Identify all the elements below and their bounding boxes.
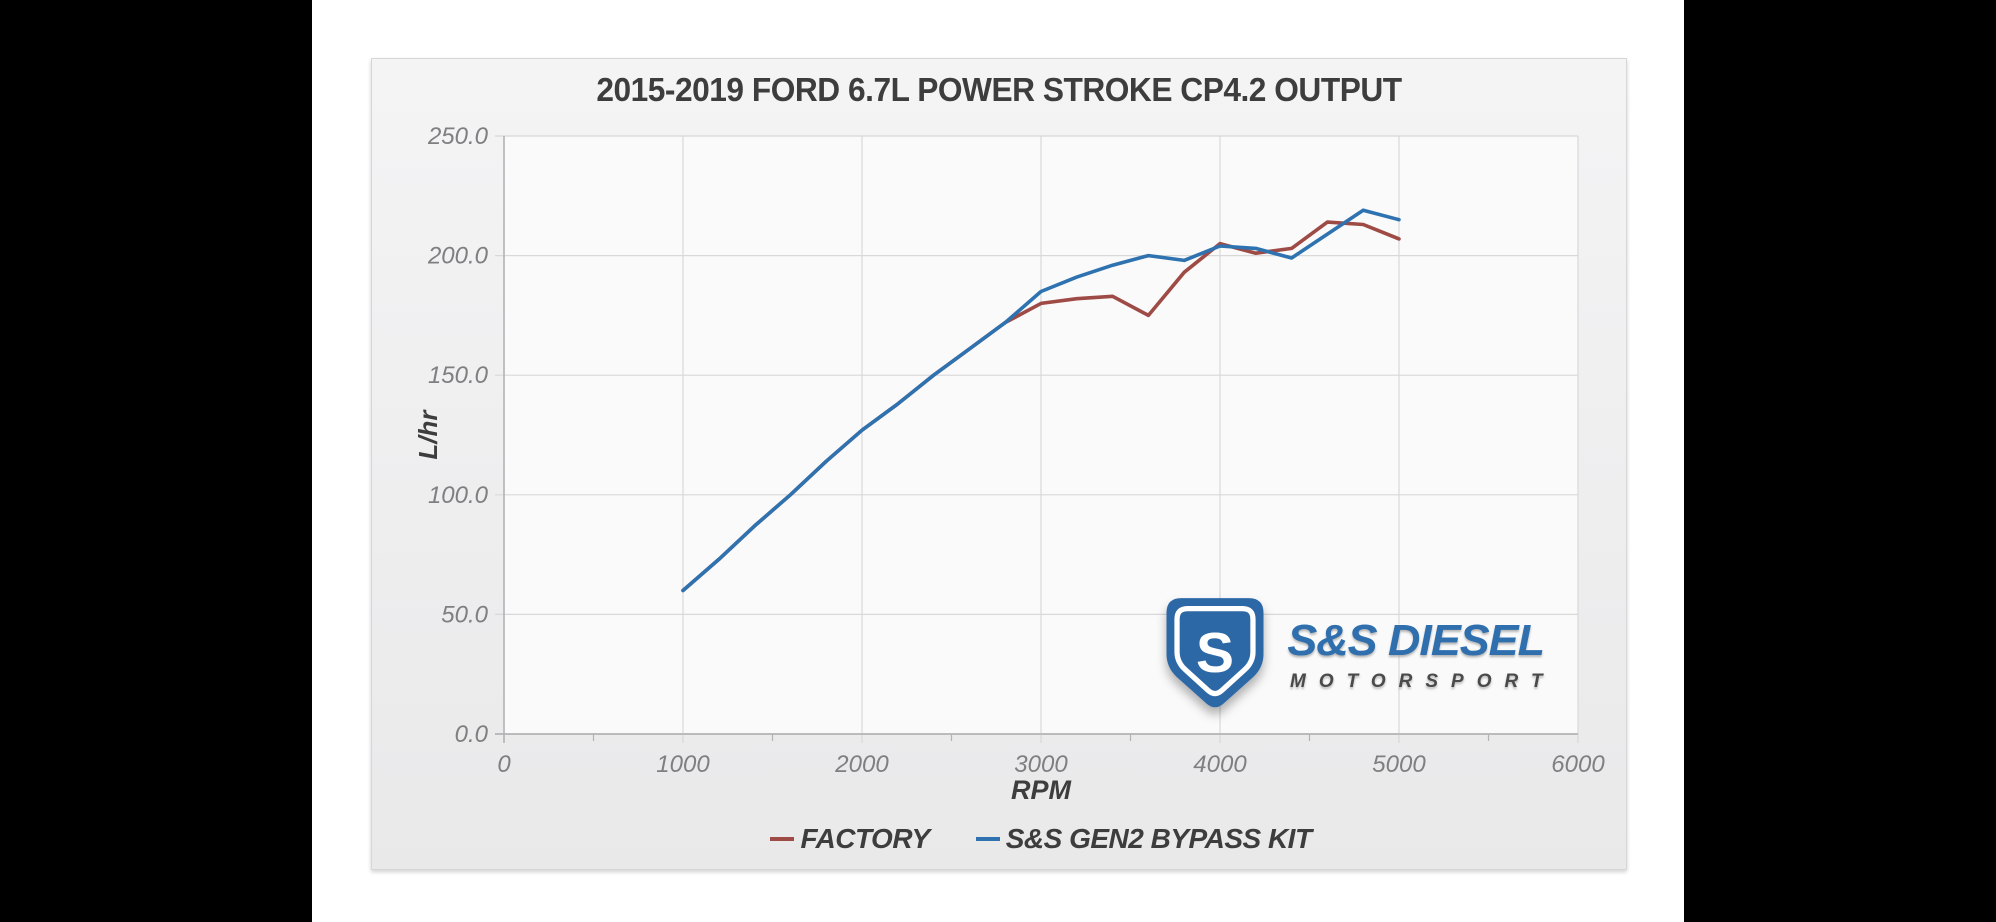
- x-tick-label: 6000: [1551, 751, 1605, 778]
- gen2-line-swatch: [975, 837, 1000, 841]
- y-tick-label: 50.0: [441, 601, 488, 628]
- logo-text: S&S DIESEL MOTORSPORT: [1287, 615, 1556, 693]
- gen2-bypass-line: [681, 208, 1401, 593]
- x-tick-label: 1000: [656, 751, 710, 778]
- legend-item-gen2: S&S GEN2 BYPASS KIT: [975, 823, 1312, 855]
- shield-icon: S: [1166, 598, 1264, 708]
- y-tick-label: 0.0: [455, 721, 489, 748]
- y-tick-label: 250.0: [427, 123, 489, 150]
- x-tick-label: 2000: [834, 751, 889, 778]
- x-axis-title: RPM: [1011, 775, 1071, 805]
- shield-monogram-letter: S: [1196, 621, 1234, 685]
- page-canvas: 2015-2019 FORD 6.7L POWER STROKE CP4.2 O…: [312, 0, 1684, 922]
- y-axis-title: L/hr: [412, 410, 443, 460]
- legend-label-gen2: S&S GEN2 BYPASS KIT: [1005, 823, 1312, 854]
- x-tick-label: 4000: [1193, 751, 1247, 778]
- chart-legend: FACTORY S&S GEN2 BYPASS KIT: [504, 823, 1578, 855]
- x-tick-label: 0: [497, 751, 511, 778]
- sands-diesel-motorsport-logo: S S&S DIESEL MOTORSPORT: [1162, 559, 1562, 749]
- plot-area: 0.0 50.0 100.0 150.0 200.0 250.0 0 1000 2000 3000…: [427, 123, 1605, 778]
- y-tick-label: 200.0: [427, 243, 489, 270]
- x-tick-label: 3000: [1014, 751, 1068, 778]
- logo-subtitle: MOTORSPORT: [1290, 670, 1556, 692]
- logo-brand-name: S&S DIESEL: [1287, 615, 1545, 665]
- y-tick-label: 100.0: [428, 482, 489, 509]
- chart-panel: 2015-2019 FORD 6.7L POWER STROKE CP4.2 O…: [371, 58, 1627, 870]
- x-tick-label: 5000: [1372, 751, 1426, 778]
- factory-line-swatch: [770, 837, 795, 841]
- y-tick-label: 150.0: [428, 362, 489, 389]
- legend-label-factory: FACTORY: [800, 823, 930, 854]
- legend-item-factory: FACTORY: [770, 823, 930, 855]
- chart-title: 2015-2019 FORD 6.7L POWER STROKE CP4.2 O…: [596, 71, 1402, 108]
